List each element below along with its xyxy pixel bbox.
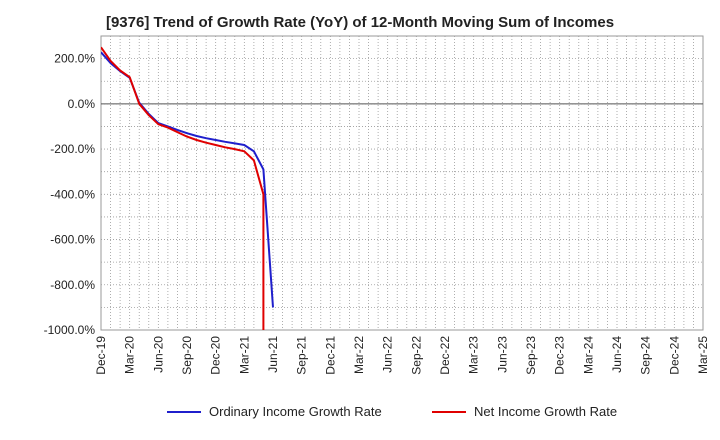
x-tick-label: Jun-21 — [266, 336, 280, 373]
axes: 200.0% 0.0% -200.0% -400.0% -600.0% -800.0% -1… — [44, 52, 710, 375]
y-tick-label: -200.0% — [50, 142, 95, 156]
legend-label-ordinary-income: Ordinary Income Growth Rate — [209, 404, 382, 419]
x-tick-label: Dec-22 — [438, 336, 452, 375]
x-tick-label: Dec-21 — [323, 336, 337, 375]
plot-area — [100, 35, 704, 331]
x-tick-label: Sep-21 — [295, 336, 309, 375]
x-tick-label: Mar-24 — [581, 336, 595, 374]
y-tick-label: 200.0% — [54, 52, 95, 66]
x-tick-label: Dec-19 — [94, 336, 108, 375]
x-tick-label: Sep-23 — [524, 336, 538, 375]
legend-swatch-net-income — [432, 410, 466, 413]
x-tick-label: Sep-20 — [180, 336, 194, 375]
x-tick-label: Sep-24 — [639, 336, 653, 375]
x-tick-label: Mar-21 — [237, 336, 251, 374]
x-tick-label: Mar-25 — [696, 336, 710, 374]
legend-item-ordinary-income: Ordinary Income Growth Rate — [167, 404, 382, 419]
series-lines — [101, 46, 274, 330]
y-tick-label: -600.0% — [50, 233, 95, 247]
legend-swatch-ordinary-income — [167, 410, 201, 413]
x-tick-label: Jun-20 — [151, 336, 165, 373]
grid-lines — [101, 36, 703, 330]
x-tick-label: Sep-22 — [409, 336, 423, 375]
x-tick-label: Dec-23 — [553, 336, 567, 375]
x-tick-label: Jun-23 — [495, 336, 509, 373]
legend-item-net-income: Net Income Growth Rate — [432, 404, 617, 419]
legend: Ordinary Income Growth Rate Net Income G… — [0, 404, 720, 424]
series-line-net-income — [101, 46, 265, 330]
legend-label-net-income: Net Income Growth Rate — [474, 404, 618, 419]
x-tick-label: Dec-20 — [209, 336, 223, 375]
x-tick-label: Jun-22 — [381, 336, 395, 373]
x-tick-label: Mar-22 — [352, 336, 366, 374]
y-tick-label: -400.0% — [50, 187, 95, 201]
y-tick-label: 0.0% — [68, 97, 96, 111]
x-tick-label: Dec-24 — [667, 336, 681, 375]
x-tick-label: Mar-23 — [467, 336, 481, 374]
y-tick-label: -1000.0% — [44, 323, 96, 337]
chart-title: [9376] Trend of Growth Rate (YoY) of 12-… — [105, 14, 615, 31]
x-tick-label: Jun-24 — [610, 336, 624, 373]
y-tick-label: -800.0% — [50, 278, 95, 292]
x-tick-label: Mar-20 — [123, 336, 137, 374]
